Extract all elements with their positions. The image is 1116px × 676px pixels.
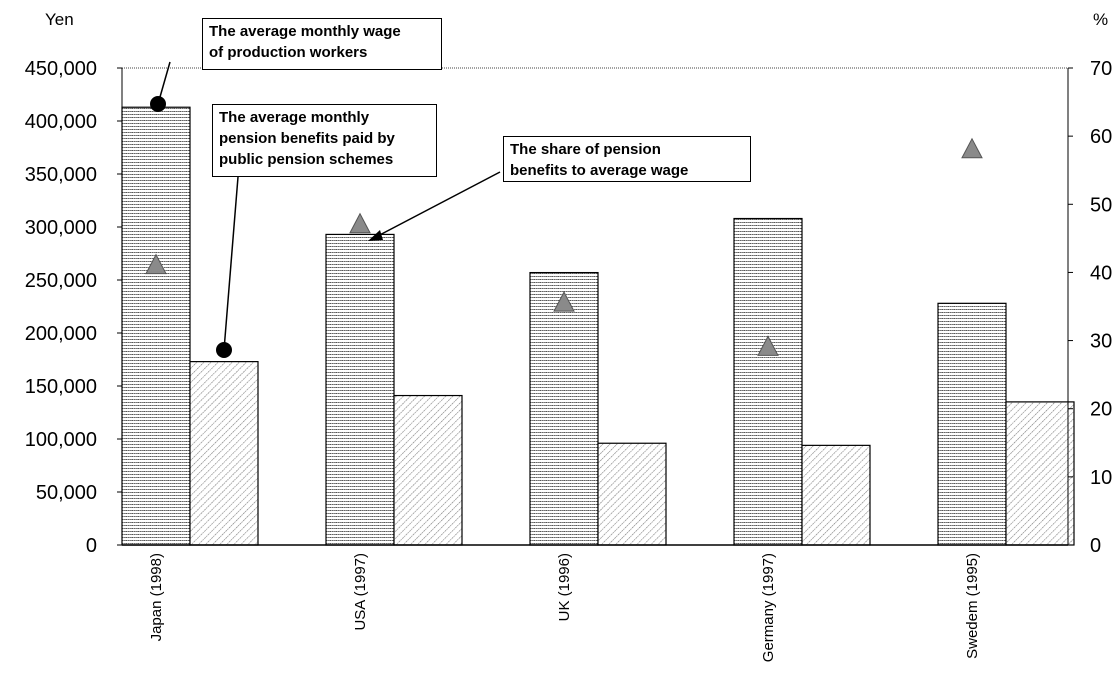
category-label: Japan (1998) — [148, 553, 165, 641]
wage-bar-1 — [325, 233, 395, 546]
right-tick-label: 60 — [1090, 126, 1112, 148]
left-tick-label: 50,000 — [36, 482, 97, 504]
left-tick-label: 450,000 — [25, 58, 97, 80]
category-label: USA (1997) — [352, 553, 369, 631]
share-pointer — [371, 171, 501, 240]
share-pointer-arrowhead — [368, 230, 383, 241]
share-marker-3 — [757, 335, 779, 356]
share-callout: The share of pension benefits to average… — [503, 136, 751, 182]
share-marker-0 — [145, 253, 167, 275]
right-tick-label: 0 — [1090, 535, 1101, 557]
right-axis-unit: % — [1093, 10, 1108, 29]
right-tick-label: 70 — [1090, 58, 1112, 80]
right-tick-label: 50 — [1090, 194, 1112, 216]
pension-callout-line-1: The average monthly — [219, 109, 370, 126]
wage-bar-3 — [733, 217, 803, 546]
pension-bar-3 — [801, 444, 871, 546]
wage-pointer-dot — [150, 96, 166, 112]
share-marker-2 — [553, 291, 575, 312]
pension-pointer-dot — [216, 342, 232, 358]
callout-pointers — [150, 61, 501, 358]
left-tick-label: 250,000 — [25, 270, 97, 292]
wage-bar-2 — [529, 271, 599, 546]
left-tick-label: 350,000 — [25, 164, 97, 186]
wage-callout-line-2: of production workers — [209, 44, 368, 61]
left-tick-label: 200,000 — [25, 323, 97, 345]
category-label: Germany (1997) — [760, 553, 777, 662]
category-label: Swedem (1995) — [964, 553, 981, 659]
category-labels: Japan (1998) USA (1997) UK (1996) Germany (… — [148, 553, 981, 662]
share-callout-line-1: The share of pension — [510, 141, 661, 158]
category-label: UK (1996) — [556, 553, 573, 621]
right-axis-ticks: 0 10 20 30 40 50 60 70 — [1068, 58, 1112, 557]
wage-bar-0 — [121, 106, 191, 546]
right-tick-label: 20 — [1090, 399, 1112, 421]
pension-bar-1 — [393, 394, 463, 546]
left-tick-label: 400,000 — [25, 111, 97, 133]
pension-bar-2 — [597, 442, 667, 546]
share-marker-1 — [349, 212, 371, 234]
wage-bar-4 — [937, 302, 1007, 546]
pension-pointer — [223, 176, 239, 351]
pension-bar-4 — [1005, 401, 1075, 546]
wage-callout-line-1: The average monthly wage — [209, 23, 401, 40]
right-tick-label: 40 — [1090, 262, 1112, 284]
left-tick-label: 0 — [86, 535, 97, 557]
right-tick-label: 30 — [1090, 331, 1112, 353]
pension-callout: The average monthly pension benefits pai… — [212, 104, 437, 177]
share-marker-4 — [961, 137, 983, 159]
left-tick-label: 300,000 — [25, 217, 97, 239]
left-tick-label: 100,000 — [25, 429, 97, 451]
pension-callout-line-2: pension benefits paid by — [219, 130, 395, 147]
left-tick-label: 150,000 — [25, 376, 97, 398]
wage-callout: The average monthly wage of production w… — [202, 18, 442, 70]
pension-bar-0 — [189, 361, 259, 546]
pension-callout-line-3: public pension schemes — [219, 151, 394, 168]
bars — [121, 106, 1075, 546]
left-axis-ticks: 0 50,000 100,000 150,000 200,000 250,000 300,0… — [25, 58, 122, 557]
share-markers — [145, 137, 983, 356]
left-axis-unit: Yen — [45, 10, 74, 29]
share-callout-line-2: benefits to average wage — [510, 162, 689, 179]
right-tick-label: 10 — [1090, 467, 1112, 489]
